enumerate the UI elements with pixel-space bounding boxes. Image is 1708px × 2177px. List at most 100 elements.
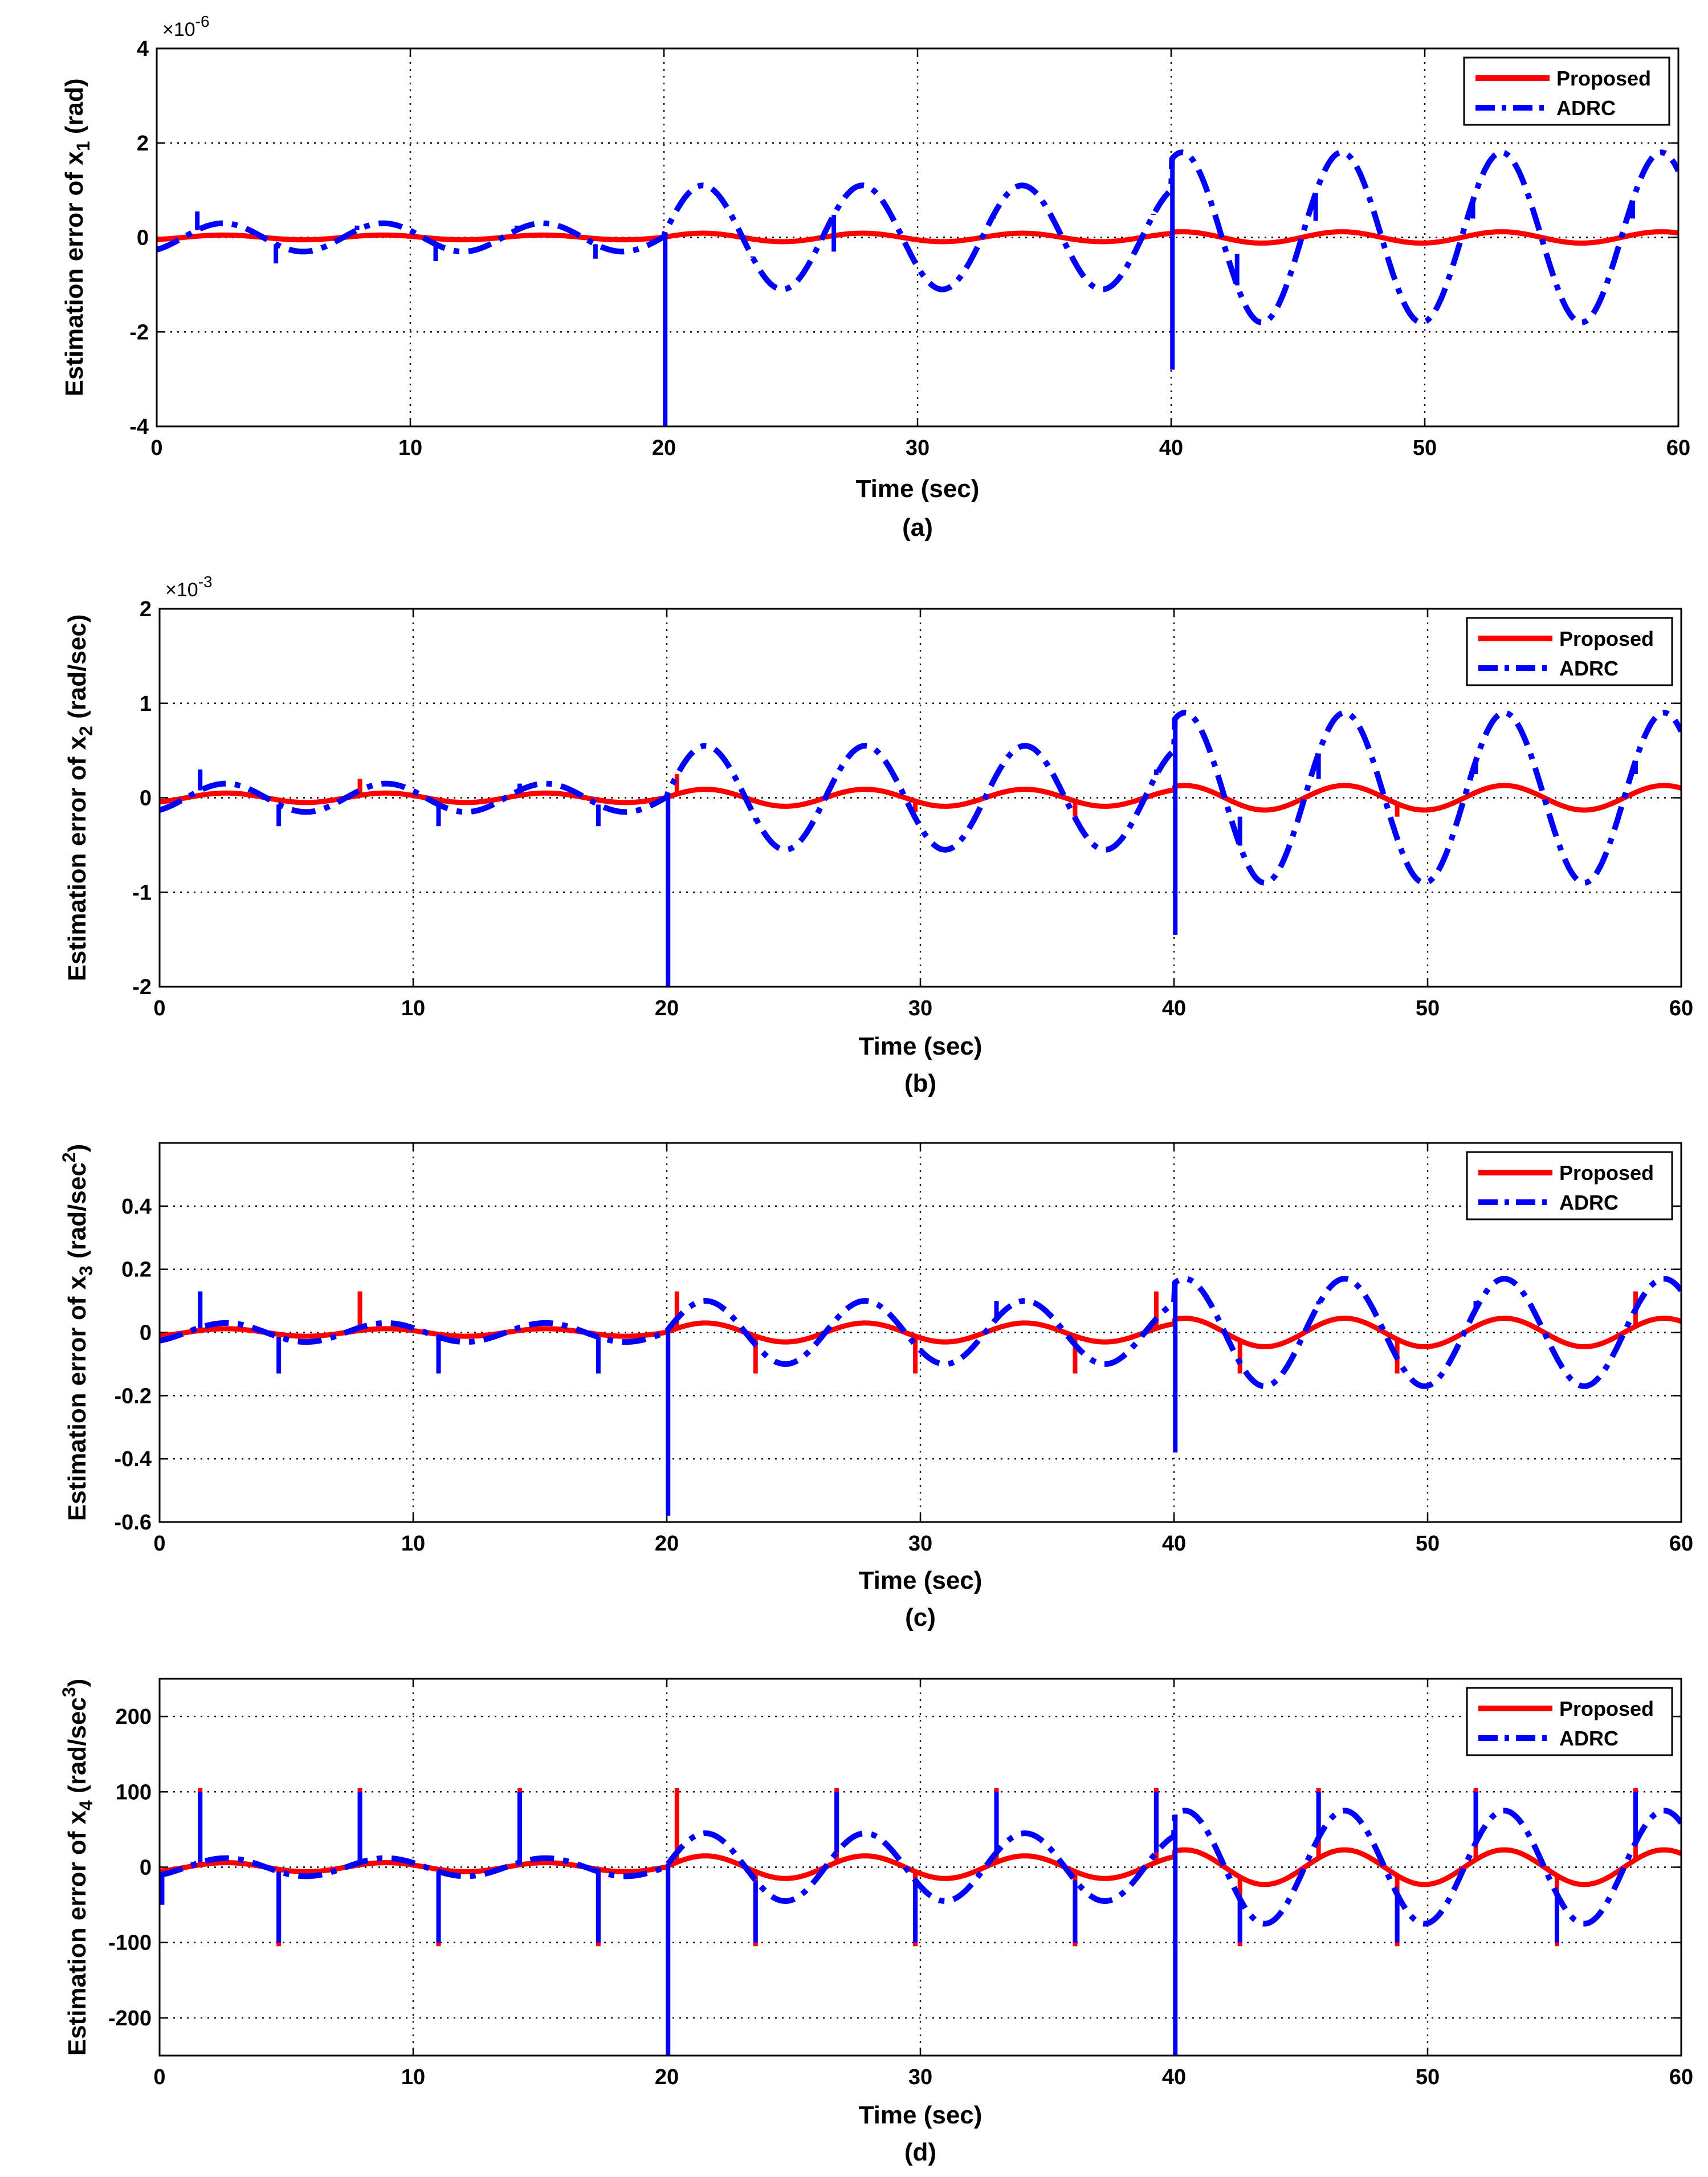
y-tick-label: 0 (140, 787, 152, 811)
y-tick-label: -0.4 (115, 1447, 152, 1471)
x-tick-label: 60 (1666, 436, 1690, 460)
y-axis-label-text: Estimation error of x (63, 736, 91, 982)
axes-frame (158, 1142, 1682, 1523)
chart-panel-1: 0 10 20 30 40 50 60 -4 -2 0 2 4 ×10-6 Proposed ADRC Tim… (60, 13, 1690, 542)
y-axis-label: Estimation error of x3 (rad/sec2) (59, 1144, 96, 1521)
y-axis-label-subscript: 4 (76, 1800, 96, 1810)
x-tick-label: 40 (1159, 436, 1183, 460)
plot-area (160, 710, 1681, 987)
plot-area (157, 149, 1678, 426)
x-tick-label: 40 (1162, 1532, 1186, 1556)
legend-label-proposed: Proposed (1556, 67, 1651, 90)
x-tick-label: 10 (401, 2065, 425, 2089)
x-tick-label: 30 (906, 436, 930, 460)
y-axis-label: Estimation error of x2 (rad/sec) (63, 615, 96, 982)
y-axis-label-subscript: 2 (76, 726, 96, 736)
series-line-adrc (160, 1808, 1681, 1927)
plot-area (160, 1788, 1681, 2056)
x-tick-label: 50 (1416, 1532, 1440, 1556)
panel-caption: (b) (904, 1069, 936, 1097)
legend-label-proposed: Proposed (1559, 1161, 1654, 1185)
legend-label-adrc: ADRC (1559, 1727, 1619, 1750)
exponent-power: -3 (198, 573, 213, 591)
x-tick-label: 20 (652, 436, 676, 460)
x-tick-label: 50 (1413, 436, 1437, 460)
x-tick-label: 0 (153, 2065, 165, 2089)
exponent-power: -6 (195, 13, 210, 30)
y-tick-label: 0 (137, 226, 149, 250)
y-tick-label: 1 (140, 692, 152, 716)
y-tick-label: 2 (140, 597, 152, 621)
x-tick-label: 30 (908, 996, 932, 1020)
legend-label-adrc: ADRC (1556, 96, 1616, 120)
x-tick-label: 0 (150, 436, 162, 460)
y-axis-label: Estimation error of x4 (rad/sec3) (59, 1679, 96, 2056)
x-axis-label: Time (sec) (859, 1032, 983, 1060)
axes-frame (158, 608, 1682, 988)
y-tick-label: -0.2 (115, 1384, 152, 1408)
y-tick-label: 200 (116, 1705, 152, 1729)
y-axis-label: Estimation error of x1 (rad) (60, 78, 93, 396)
legend-box (1463, 56, 1670, 126)
x-tick-label: 60 (1669, 1532, 1693, 1556)
y-axis-label-close: ) (63, 1144, 91, 1153)
legend-label-adrc: ADRC (1559, 657, 1619, 680)
y-tick-label: 100 (116, 1780, 152, 1804)
x-tick-label: 40 (1162, 996, 1186, 1020)
x-tick-label: 10 (398, 436, 422, 460)
y-axis-label-subscript: 1 (73, 141, 93, 151)
legend-box (1466, 617, 1673, 686)
y-tick-label: -1 (132, 881, 152, 905)
x-tick-label: 50 (1416, 2065, 1440, 2089)
series-line-proposed (160, 783, 1681, 813)
y-axis-label-unit: (rad/sec (63, 1162, 91, 1265)
y-tick-label: 2 (137, 132, 149, 156)
x-tick-label: 30 (908, 2065, 932, 2089)
y-tick-label: -2 (129, 320, 149, 344)
axes-frame (156, 47, 1680, 428)
x-tick-label: 0 (153, 1532, 165, 1556)
y-tick-label: 0.2 (121, 1258, 152, 1282)
y-axis-label-text: Estimation error of x (60, 151, 88, 397)
y-tick-label: -100 (108, 1931, 152, 1955)
chart-panel-4: 0 10 20 30 40 50 60 -200 -100 0 100 200 Proposed ADRC… (59, 1678, 1693, 2166)
x-axis-label: Time (sec) (859, 2101, 983, 2129)
y-axis-label-subscript: 3 (76, 1265, 96, 1276)
y-axis-label-text: Estimation error of x (63, 1810, 91, 2056)
y-axis-label-superscript: 3 (59, 1687, 79, 1697)
exponent-label: ×10-6 (162, 13, 210, 40)
x-tick-label: 0 (153, 996, 165, 1020)
x-tick-label: 20 (655, 996, 679, 1020)
x-tick-label: 50 (1416, 996, 1440, 1020)
panel-caption: (d) (904, 2138, 936, 2166)
x-axis-label: Time (sec) (859, 1566, 983, 1594)
y-axis-label-text: Estimation error of x (63, 1275, 91, 1521)
y-tick-label: -0.6 (115, 1511, 152, 1535)
y-tick-label: 0.4 (121, 1195, 152, 1219)
chart-panel-2: 0 10 20 30 40 50 60 -2 -1 0 1 2 ×10-3 Proposed ADRC Tim… (63, 573, 1693, 1097)
legend-label-proposed: Proposed (1559, 1697, 1654, 1720)
series-line-adrc (160, 1276, 1681, 1389)
legend-label-proposed: Proposed (1559, 627, 1654, 650)
x-tick-label: 10 (401, 1532, 425, 1556)
y-axis-label-unit: (rad/sec (63, 1697, 91, 1800)
x-tick-label: 10 (401, 996, 425, 1020)
x-tick-label: 20 (655, 2065, 679, 2089)
series-line-proposed (157, 229, 1678, 246)
x-tick-label: 60 (1669, 996, 1693, 1020)
y-tick-label: 0 (140, 1856, 152, 1880)
exponent-label: ×10-3 (165, 573, 213, 601)
panel-caption: (c) (905, 1604, 936, 1631)
x-axis-label: Time (sec) (856, 475, 980, 503)
y-tick-label: 4 (137, 37, 149, 61)
legend-box (1466, 1687, 1673, 1756)
y-tick-label: -2 (132, 975, 152, 999)
y-tick-label: 0 (140, 1321, 152, 1345)
panel-caption: (a) (902, 514, 933, 542)
y-tick-label: -4 (129, 415, 149, 439)
y-axis-label-superscript: 2 (59, 1152, 79, 1162)
x-tick-label: 40 (1162, 2065, 1186, 2089)
plot-area (160, 1276, 1681, 1516)
y-tick-label: -200 (108, 2007, 152, 2030)
